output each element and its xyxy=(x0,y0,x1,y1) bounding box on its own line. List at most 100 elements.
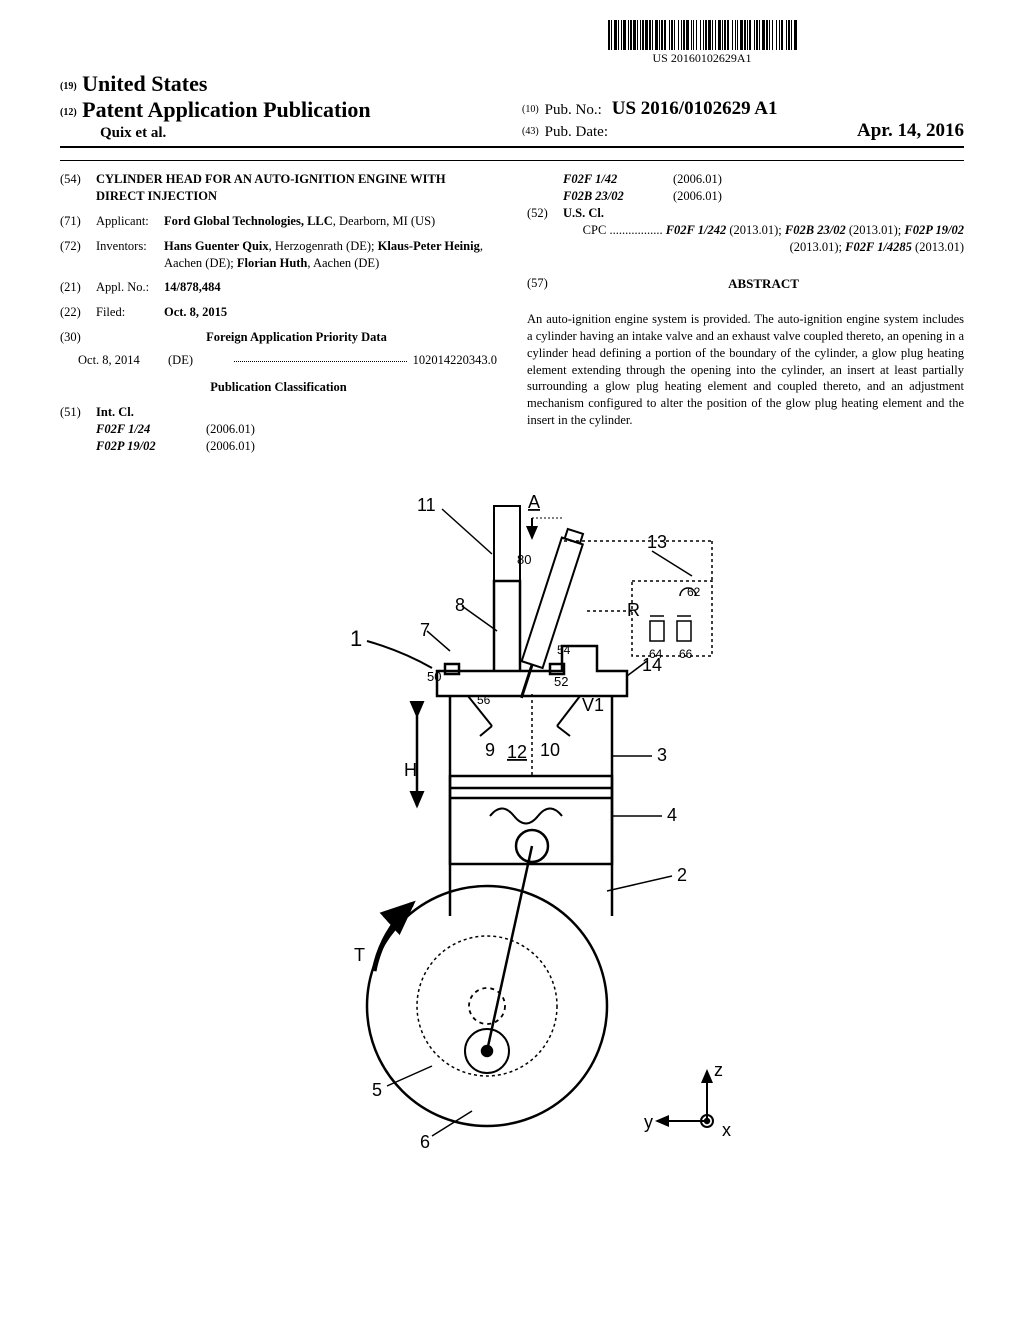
intcl-entry: F02P 19/02 (2006.01) xyxy=(96,438,497,455)
inventors-code: (72) xyxy=(60,238,96,272)
pub-type: Patent Application Publication xyxy=(82,97,370,122)
fig-label-A: A xyxy=(528,492,540,512)
intcl-entry: F02F 1/24 (2006.01) xyxy=(96,421,497,438)
inventors-body: Hans Guenter Quix, Herzogenrath (DE); Kl… xyxy=(164,238,497,272)
fig-label-10: 10 xyxy=(540,740,560,760)
fig-label-5: 5 xyxy=(372,1080,382,1100)
fig-label-54: 54 xyxy=(557,643,571,657)
applno-label: Appl. No.: xyxy=(96,279,164,296)
priority-heading: Foreign Application Priority Data xyxy=(206,330,387,344)
applicant-label: Applicant: xyxy=(96,213,164,230)
fig-label-7: 7 xyxy=(420,620,430,640)
country: United States xyxy=(82,71,207,96)
priority-heading-row: (30) Foreign Application Priority Data xyxy=(60,329,497,346)
title-code: (54) xyxy=(60,171,96,205)
filed-date: Oct. 8, 2015 xyxy=(164,305,227,319)
country-code: (19) xyxy=(60,81,77,92)
fig-label-66: 66 xyxy=(679,647,693,661)
fig-label-80: 80 xyxy=(517,552,531,567)
applno-row: (21) Appl. No.: 14/878,484 xyxy=(60,279,497,296)
fig-label-T: T xyxy=(354,945,365,965)
inventors-label: Inventors: xyxy=(96,238,164,272)
figure-svg: 11 A 80 13 62 8 7 R 64 66 1 50 54 14 56 … xyxy=(232,476,792,1156)
intcl-entry: F02B 23/02 (2006.01) xyxy=(563,188,964,205)
abstract-text: An auto-ignition engine system is provid… xyxy=(527,311,964,429)
authors: Quix et al. xyxy=(100,125,502,142)
classification-heading: Publication Classification xyxy=(60,379,497,396)
priority-dots xyxy=(234,352,407,362)
header-left: (19) United States (12) Patent Applicati… xyxy=(60,71,502,142)
abstract-code: (57) xyxy=(527,275,563,311)
filed-code: (22) xyxy=(60,304,96,321)
cpc-text: CPC ................. F02F 1/242 (2013.0… xyxy=(563,222,964,256)
uscl-row: (52) U.S. Cl. CPC ................. F02F… xyxy=(527,205,964,256)
abstract-heading: ABSTRACT xyxy=(563,275,964,293)
fig-label-6: 6 xyxy=(420,1132,430,1152)
barcode-block: (function(){ var widths=[2,1,1,2,3,1,1,2… xyxy=(440,20,964,66)
fig-label-1: 1 xyxy=(350,626,362,651)
fig-label-y: y xyxy=(644,1112,653,1132)
header-right: (10) Pub. No.: US 2016/0102629 A1 (43) P… xyxy=(502,98,964,142)
applicant-loc: , Dearborn, MI (US) xyxy=(333,214,435,228)
thin-divider xyxy=(60,160,964,161)
pubno-code: (10) xyxy=(522,104,539,115)
fig-label-H: H xyxy=(404,760,417,780)
applno: 14/878,484 xyxy=(164,280,221,294)
title-row: (54) CYLINDER HEAD FOR AN AUTO-IGNITION … xyxy=(60,171,497,205)
inventor-3: Florian Huth xyxy=(237,256,308,270)
pubno: US 2016/0102629 A1 xyxy=(612,98,778,120)
applno-code: (21) xyxy=(60,279,96,296)
patent-figure: 11 A 80 13 62 8 7 R 64 66 1 50 54 14 56 … xyxy=(60,476,964,1160)
fig-label-12: 12 xyxy=(507,742,527,762)
barcode-text: US 20160102629A1 xyxy=(440,51,964,66)
left-column: (54) CYLINDER HEAD FOR AN AUTO-IGNITION … xyxy=(60,171,497,456)
main-divider xyxy=(60,146,964,148)
fig-label-4: 4 xyxy=(667,805,677,825)
fig-label-V1: V1 xyxy=(582,695,604,715)
pubdate: Apr. 14, 2016 xyxy=(857,120,964,142)
fig-label-13: 13 xyxy=(647,532,667,552)
inventor-2: Klaus-Peter Heinig xyxy=(378,239,480,253)
invention-title: CYLINDER HEAD FOR AN AUTO-IGNITION ENGIN… xyxy=(96,171,497,205)
pubdate-label: Pub. Date: xyxy=(545,124,608,141)
filed-label: Filed: xyxy=(96,304,164,321)
fig-label-56: 56 xyxy=(477,693,491,707)
fig-label-z: z xyxy=(714,1060,723,1080)
inventor-1: Hans Guenter Quix xyxy=(164,239,269,253)
uscl-label: U.S. Cl. xyxy=(563,206,604,220)
fig-label-11: 11 xyxy=(417,495,436,515)
applicant-body: Ford Global Technologies, LLC, Dearborn,… xyxy=(164,213,497,230)
intcl-code: (51) xyxy=(60,404,96,455)
inventors-row: (72) Inventors: Hans Guenter Quix, Herzo… xyxy=(60,238,497,272)
right-column: F02F 1/42 (2006.01) F02B 23/02 (2006.01)… xyxy=(527,171,964,456)
priority-code: (30) xyxy=(60,329,96,346)
fig-label-x: x xyxy=(722,1120,731,1140)
intcl-row: (51) Int. Cl. F02F 1/24 (2006.01) F02P 1… xyxy=(60,404,497,455)
fig-label-62: 62 xyxy=(687,585,701,599)
fig-label-8: 8 xyxy=(455,595,465,615)
applicant-name: Ford Global Technologies, LLC xyxy=(164,214,333,228)
applicant-row: (71) Applicant: Ford Global Technologies… xyxy=(60,213,497,230)
intcl-entry: F02F 1/42 (2006.01) xyxy=(563,171,964,188)
uscl-code: (52) xyxy=(527,205,563,256)
body-columns: (54) CYLINDER HEAD FOR AN AUTO-IGNITION … xyxy=(60,171,964,456)
document-header: (19) United States (12) Patent Applicati… xyxy=(60,71,964,142)
priority-date: Oct. 8, 2014 xyxy=(60,352,168,369)
fig-label-52: 52 xyxy=(554,674,568,689)
fig-label-3: 3 xyxy=(657,745,667,765)
priority-country: (DE) xyxy=(168,352,228,369)
fig-label-2: 2 xyxy=(677,865,687,885)
pubdate-code: (43) xyxy=(522,126,539,137)
fig-label-50: 50 xyxy=(427,669,441,684)
fig-label-R: R xyxy=(627,600,640,620)
pubno-label: Pub. No.: xyxy=(545,102,602,119)
barcode: (function(){ var widths=[2,1,1,2,3,1,1,2… xyxy=(608,20,797,50)
fig-label-14: 14 xyxy=(642,655,662,675)
filed-row: (22) Filed: Oct. 8, 2015 xyxy=(60,304,497,321)
fig-label-9: 9 xyxy=(485,740,495,760)
pub-code: (12) xyxy=(60,107,77,118)
applicant-code: (71) xyxy=(60,213,96,230)
priority-data-row: Oct. 8, 2014 (DE) 102014220343.0 xyxy=(60,352,497,369)
intcl-label: Int. Cl. xyxy=(96,405,134,419)
priority-num: 102014220343.0 xyxy=(413,352,497,369)
